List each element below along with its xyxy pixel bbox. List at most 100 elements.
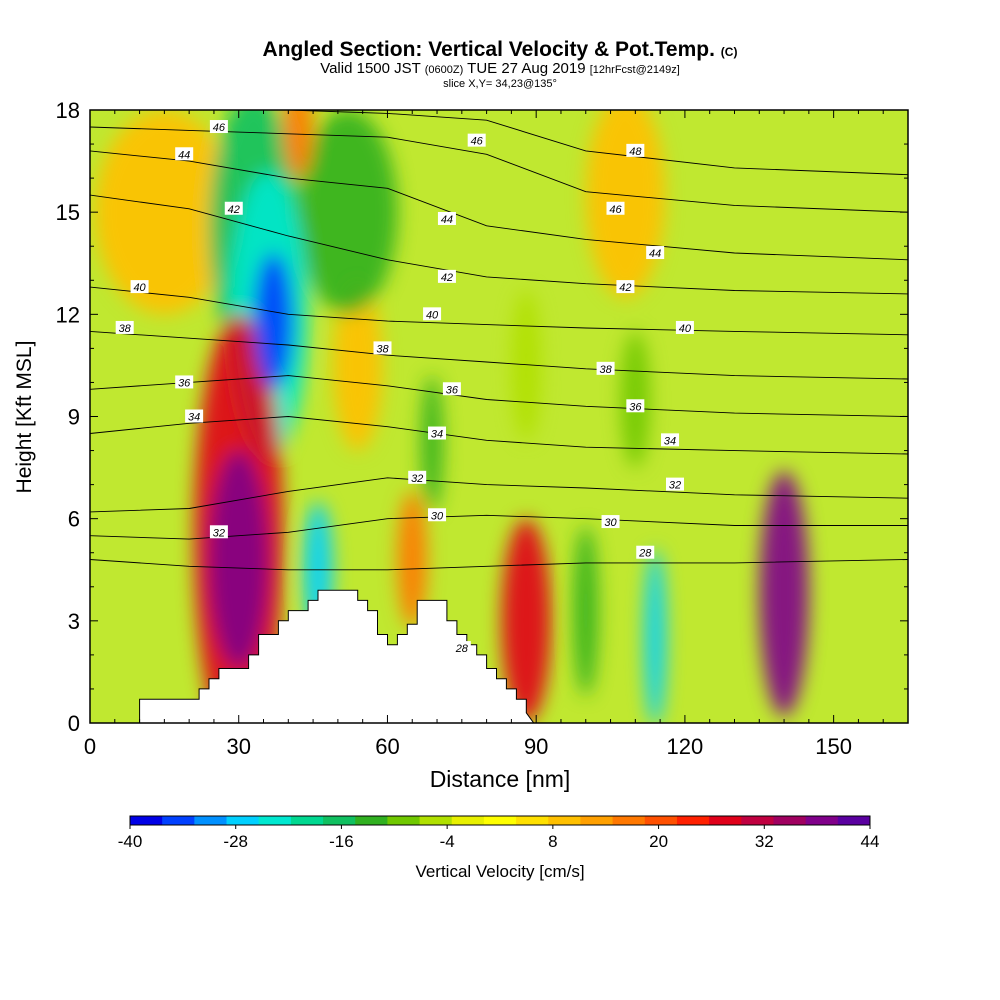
contour-label-bg xyxy=(437,269,456,283)
contour-label-bg xyxy=(175,147,194,161)
contour-label-text: 28 xyxy=(638,548,652,560)
contour-label-bg xyxy=(437,211,456,225)
velocity-cells xyxy=(94,110,809,723)
contour-label: 34 xyxy=(428,426,447,441)
colorbar-swatch xyxy=(548,816,581,825)
x-tick-label: 90 xyxy=(524,734,548,759)
x-tick-label: 150 xyxy=(815,734,852,759)
contour-label: 38 xyxy=(115,320,134,335)
contour-label: 38 xyxy=(596,361,615,376)
contour-label-text: 32 xyxy=(411,473,423,485)
y-tick-label: 18 xyxy=(56,98,80,123)
colorbar-swatch xyxy=(419,816,453,825)
theta-contour-46 xyxy=(90,126,908,213)
contour-label-bg xyxy=(224,201,243,215)
contour-label-text: 44 xyxy=(441,214,453,226)
colorbar-swatch xyxy=(355,816,388,825)
velocity-cell xyxy=(759,470,809,717)
contour-label: 36 xyxy=(175,375,194,389)
colorbar-swatch xyxy=(805,816,839,825)
contour-label-bg xyxy=(467,133,486,147)
velocity-cell xyxy=(644,549,667,723)
velocity-cell xyxy=(283,110,314,179)
contour-label: 42 xyxy=(224,201,243,216)
contour-label-bg xyxy=(626,399,645,413)
contour-label-text: 38 xyxy=(119,323,132,335)
contour-label-bg xyxy=(209,120,228,134)
contour-label-text: 36 xyxy=(178,377,191,389)
chart-subtitle: Valid 1500 JST (0600Z) TUE 27 Aug 2019 [… xyxy=(0,60,1000,77)
colorbar-label: Vertical Velocity [cm/s] xyxy=(415,862,585,881)
contour-label-bg xyxy=(408,470,427,484)
contour-label: 46 xyxy=(467,133,486,148)
y-tick-label: 6 xyxy=(68,507,80,532)
theta-contour-32 xyxy=(90,477,908,513)
contour-label: 44 xyxy=(437,211,456,226)
y-tick-label: 3 xyxy=(68,609,80,634)
contour-label-text: 30 xyxy=(431,510,444,522)
contour-label-bg xyxy=(209,525,228,539)
contour-label: 38 xyxy=(373,341,392,355)
colorbar-swatch xyxy=(516,816,549,825)
contour-label: 42 xyxy=(437,269,456,284)
colorbar-tick-label: 20 xyxy=(649,832,668,851)
x-tick-label: 0 xyxy=(84,734,96,759)
contour-label-bg xyxy=(596,361,615,375)
contour-label: 28 xyxy=(636,545,655,560)
colorbar-swatch xyxy=(483,816,517,825)
colorbar-tick-label: -16 xyxy=(329,832,354,851)
contour-label-text: 48 xyxy=(629,146,642,158)
colorbar-swatch xyxy=(451,816,485,825)
contour-label: 46 xyxy=(606,201,625,216)
contour-label-text: 36 xyxy=(629,401,642,413)
colorbar-tick-label: -28 xyxy=(223,832,248,851)
velocity-cell xyxy=(585,110,666,298)
contour-label: 46 xyxy=(209,120,228,134)
contour-label-text: 36 xyxy=(446,384,459,396)
contour-label-text: 38 xyxy=(599,364,612,376)
contour-label-text: 44 xyxy=(178,149,190,161)
contour-label-bg xyxy=(373,341,392,355)
velocity-cell xyxy=(332,280,383,451)
contour-label-bg xyxy=(626,143,645,157)
velocity-cell xyxy=(208,450,269,669)
theta-contour-48 xyxy=(275,110,908,176)
contour-label: 30 xyxy=(428,508,447,522)
colorbar-swatch xyxy=(676,816,710,825)
colorbar-swatch xyxy=(258,816,292,825)
contour-label-text: 40 xyxy=(679,323,692,335)
contour-label-text: 34 xyxy=(431,429,443,441)
contour-label: 44 xyxy=(646,246,665,260)
colorbar-swatch xyxy=(837,816,871,825)
theta-contour-28 xyxy=(90,559,908,571)
colorbar-swatch xyxy=(290,816,324,825)
colorbar-tick-label: 32 xyxy=(755,832,774,851)
colorbar-tick-label: 44 xyxy=(861,832,880,851)
contour-label: 48 xyxy=(626,143,645,158)
velocity-field xyxy=(90,110,908,723)
contour-label-text: 34 xyxy=(188,412,200,424)
forecast-info: [12hrFcst@2149z] xyxy=(589,64,680,76)
contour-label: 40 xyxy=(423,307,442,321)
contour-label-bg xyxy=(115,320,134,334)
contour-label-text: 34 xyxy=(664,435,676,447)
contour-label-text: 40 xyxy=(133,282,146,294)
velocity-cell xyxy=(421,375,443,512)
colorbar-frame xyxy=(129,815,871,826)
colorbar-swatch xyxy=(644,816,678,825)
contour-label: 44 xyxy=(175,147,194,161)
contour-label-text: 42 xyxy=(441,272,453,284)
x-tick-label: 30 xyxy=(226,734,250,759)
y-tick-label: 15 xyxy=(56,200,80,225)
velocity-cell xyxy=(94,110,234,315)
colorbar-swatch xyxy=(612,816,646,825)
valid-time-utc: (0600Z) xyxy=(424,64,464,76)
colorbar-swatch xyxy=(580,816,614,825)
colorbar-tick-label: 8 xyxy=(548,832,557,851)
contour-label-bg xyxy=(442,382,461,396)
colorbar-swatch xyxy=(323,816,356,825)
x-tick-label: 120 xyxy=(667,734,704,759)
y-tick-label: 9 xyxy=(68,405,80,430)
